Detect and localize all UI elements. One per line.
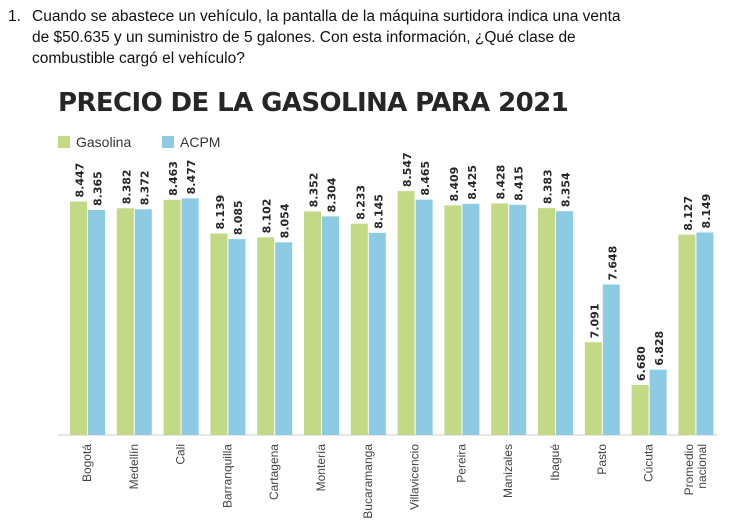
data-label-gasolina-13: 8.127	[682, 196, 695, 231]
question-line-3: combustible cargó el vehículo?	[32, 50, 245, 67]
category-label-0: Bogotá	[80, 444, 94, 482]
bar-gasolina-4	[257, 237, 275, 435]
bar-acpm-9	[509, 204, 527, 435]
data-label-acpm-4: 8.054	[279, 203, 292, 238]
category-label-7: Villavicencio	[408, 444, 422, 510]
bar-gasolina-5	[304, 211, 321, 435]
data-label-acpm-10: 8.354	[560, 172, 573, 207]
bar-acpm-12	[649, 369, 667, 435]
bar-acpm-8	[462, 203, 480, 435]
data-label-gasolina-6: 8.233	[354, 185, 367, 220]
data-label-acpm-1: 8.372	[138, 170, 151, 205]
data-label-gasolina-10: 8.383	[542, 169, 555, 204]
category-label-9: Manizales	[501, 444, 515, 498]
bar-acpm-1	[134, 209, 152, 435]
question-number: 1.	[8, 8, 21, 25]
legend-swatch-gasolina	[58, 136, 70, 148]
data-label-acpm-9: 8.415	[513, 166, 526, 201]
category-label-2: Cali	[174, 444, 188, 465]
bar-gasolina-13	[678, 234, 696, 435]
bar-gasolina-1	[116, 208, 134, 435]
data-label-gasolina-8: 8.409	[448, 167, 461, 202]
category-label-13-1: nacional	[695, 444, 709, 489]
data-label-acpm-11: 7.648	[606, 246, 619, 281]
data-label-acpm-6: 8.145	[372, 194, 385, 229]
category-label-1: Medellín	[127, 444, 141, 489]
data-label-gasolina-7: 8.547	[401, 152, 414, 187]
bar-gasolina-9	[491, 203, 509, 435]
data-label-acpm-8: 8.425	[466, 165, 479, 200]
category-label-3: Barranquilla	[220, 444, 234, 508]
category-label-11: Pasto	[595, 444, 609, 475]
category-label-12: Cúcuta	[642, 444, 656, 482]
data-label-gasolina-12: 6.680	[635, 346, 648, 381]
data-label-acpm-2: 8.477	[185, 160, 198, 195]
data-label-gasolina-1: 8.382	[120, 169, 133, 204]
category-label-6: Bucaramanga	[361, 444, 375, 519]
bar-gasolina-6	[350, 223, 368, 435]
bar-acpm-5	[322, 216, 339, 435]
bar-acpm-6	[368, 232, 386, 435]
category-label-10: Ibagué	[548, 444, 562, 481]
bar-gasolina-2	[163, 199, 181, 435]
legend-swatch-acpm	[162, 136, 174, 148]
chart-title: PRECIO DE LA GASOLINA PARA 2021	[58, 88, 569, 118]
question-body: Cuando se abastece un vehículo, la panta…	[32, 6, 708, 69]
data-label-acpm-3: 8.085	[232, 200, 245, 235]
category-label-8: Pereira	[454, 444, 468, 483]
bar-acpm-11	[602, 284, 620, 435]
data-label-acpm-12: 6.828	[653, 331, 666, 366]
data-label-gasolina-9: 8.428	[495, 165, 508, 200]
bar-gasolina-12	[631, 385, 649, 435]
data-label-acpm-0: 8.365	[92, 171, 105, 206]
bar-gasolina-10	[538, 208, 555, 435]
data-label-gasolina-3: 8.139	[214, 195, 227, 230]
legend-label-acpm: ACPM	[180, 134, 221, 150]
data-label-acpm-5: 8.304	[326, 177, 339, 212]
bar-acpm-0	[88, 210, 105, 435]
legend-label-gasolina: Gasolina	[76, 134, 132, 150]
category-label-5: Montería	[314, 444, 328, 492]
bar-acpm-2	[181, 198, 199, 435]
bar-gasolina-0	[70, 201, 87, 435]
bar-acpm-13	[696, 232, 714, 435]
data-label-gasolina-4: 8.102	[261, 199, 274, 234]
bar-acpm-7	[415, 199, 433, 435]
bar-gasolina-7	[397, 191, 415, 435]
category-label-4: Cartagena	[267, 444, 281, 500]
question-line-2: de $50.635 y un suministro de 5 galones.…	[32, 29, 576, 46]
question-line-1: Cuando se abastece un vehículo, la panta…	[32, 8, 621, 25]
bar-acpm-4	[275, 242, 293, 435]
data-label-gasolina-0: 8.447	[74, 163, 87, 198]
data-label-acpm-13: 8.149	[700, 194, 713, 229]
data-label-gasolina-11: 7.091	[588, 304, 601, 339]
bar-acpm-3	[228, 239, 246, 435]
bar-gasolina-3	[210, 233, 228, 435]
category-label-13-0: Promedio	[682, 444, 696, 496]
data-label-acpm-7: 8.465	[419, 161, 432, 196]
bar-gasolina-11	[584, 342, 602, 435]
bar-gasolina-8	[444, 205, 462, 435]
data-label-gasolina-5: 8.352	[308, 173, 321, 208]
bar-acpm-10	[556, 211, 573, 435]
data-label-gasolina-2: 8.463	[167, 161, 180, 196]
